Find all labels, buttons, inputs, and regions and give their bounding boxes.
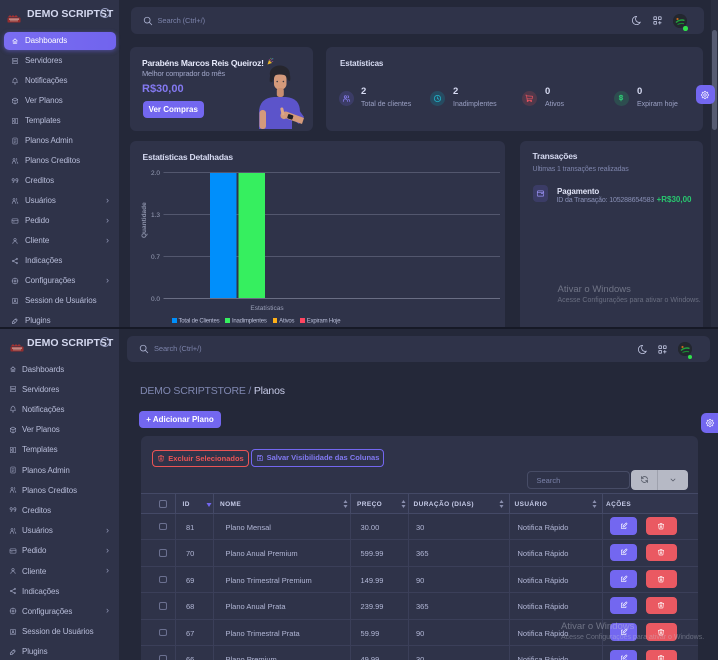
svg-text:0.7: 0.7	[150, 254, 159, 261]
svg-text:0.0: 0.0	[150, 296, 159, 303]
svg-text:2.0: 2.0	[150, 170, 159, 177]
svg-text:1.3: 1.3	[150, 212, 159, 219]
svg-text:Estatísticas: Estatísticas	[250, 305, 284, 312]
svg-text:Quantidade: Quantidade	[141, 202, 148, 238]
